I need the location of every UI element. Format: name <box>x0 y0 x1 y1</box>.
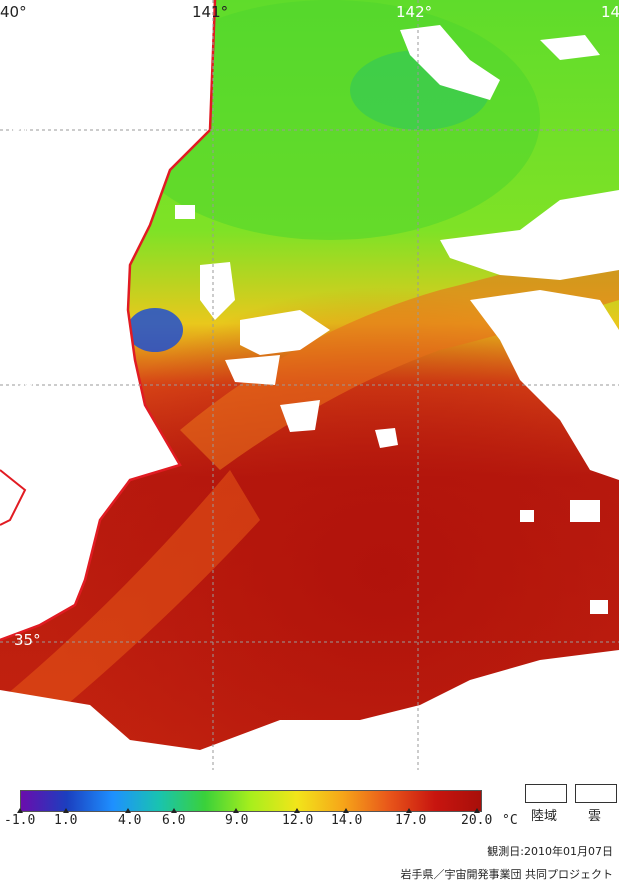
tick-marker <box>17 808 23 813</box>
tick-label: 12.0 <box>282 813 314 828</box>
land-key-label: 陸域 <box>531 809 558 824</box>
land-area <box>0 0 215 640</box>
tick-marker <box>474 808 480 813</box>
longitude-label-142: 142° <box>396 3 433 21</box>
latitude-label-36: 36° <box>14 373 41 391</box>
cloud-key-label: 雲 <box>588 809 602 824</box>
legend: -1.0 1.0 4.0 6.0 9.0 12.0 14.0 17.0 20.0… <box>0 770 619 881</box>
longitude-label-140: 40° <box>0 3 27 21</box>
cloud-cover <box>0 25 619 770</box>
longitude-label-143: 14 <box>601 3 619 21</box>
tick-marker <box>171 808 177 813</box>
sea-surface-temperature-map <box>0 0 619 770</box>
tick-marker <box>406 808 412 813</box>
tick-label: 9.0 <box>225 813 249 828</box>
tick-label: 20.0 <box>461 813 493 828</box>
graticule <box>0 0 619 770</box>
tick-label: 14.0 <box>331 813 363 828</box>
latitude-label-35: 35° <box>14 631 41 649</box>
unit-label: °C <box>502 813 518 828</box>
temperature-color-bar <box>20 790 482 812</box>
tick-marker <box>343 808 349 813</box>
credit: 岩手県／宇宙開発事業団 共同プロジェクト <box>400 868 614 881</box>
tick-marker <box>63 808 69 813</box>
tick-label: 17.0 <box>395 813 427 828</box>
warm-band <box>0 470 260 760</box>
tick-label: 1.0 <box>54 813 78 828</box>
coastline <box>0 0 217 642</box>
latitude-label-37: 37° <box>12 117 39 135</box>
tick-marker <box>233 808 239 813</box>
tick-marker <box>125 808 131 813</box>
longitude-label-141: 141° <box>192 3 229 21</box>
land-key-swatch <box>525 784 567 803</box>
land-area <box>0 470 25 525</box>
tick-label: -1.0 <box>4 813 36 828</box>
tick-label: 4.0 <box>118 813 142 828</box>
cold-water-patch <box>127 308 183 352</box>
coastline <box>0 469 27 526</box>
cloud-key-swatch <box>575 784 617 803</box>
tick-label: 6.0 <box>162 813 186 828</box>
tick-marker <box>294 808 300 813</box>
observation-date: 観測日:2010年01月07日 <box>487 845 613 858</box>
